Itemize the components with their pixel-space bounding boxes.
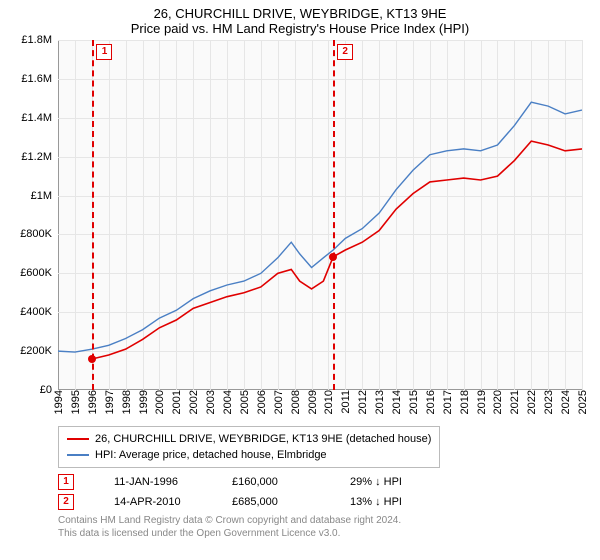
x-axis-tick: 2021: [507, 390, 521, 414]
transaction-marker-line: [92, 40, 94, 390]
x-axis-tick: 2015: [406, 390, 420, 414]
x-axis-tick: 2007: [271, 390, 285, 414]
y-axis-tick: £1.8M: [21, 34, 58, 46]
chart-plot-area: 12 £0£200K£400K£600K£800K£1M£1.2M£1.4M£1…: [58, 40, 582, 390]
line-series-svg: [58, 40, 582, 390]
transaction-marker-line: [333, 40, 335, 390]
legend-swatch: [67, 454, 89, 456]
x-axis-tick: 2010: [321, 390, 335, 414]
transaction-price: £160,000: [232, 476, 332, 488]
x-axis-tick: 2016: [423, 390, 437, 414]
x-axis-tick: 1999: [136, 390, 150, 414]
x-axis-tick: 2003: [203, 390, 217, 414]
x-axis-tick: 2011: [338, 390, 352, 414]
x-axis-tick: 1995: [68, 390, 82, 414]
legend-swatch: [67, 438, 89, 440]
transaction-delta: 29% ↓ HPI: [350, 476, 450, 488]
transaction-row: 1 11-JAN-1996 £160,000 29% ↓ HPI: [58, 474, 590, 490]
transaction-badge: 1: [58, 474, 74, 490]
x-axis-tick: 2025: [575, 390, 589, 414]
x-axis-tick: 2008: [288, 390, 302, 414]
x-axis-tick: 2000: [152, 390, 166, 414]
legend-item-price-paid: 26, CHURCHILL DRIVE, WEYBRIDGE, KT13 9HE…: [67, 431, 431, 447]
x-axis-tick: 2023: [541, 390, 555, 414]
x-axis-tick: 1997: [102, 390, 116, 414]
y-axis-tick: £1.4M: [21, 112, 58, 124]
x-axis-tick: 2002: [186, 390, 200, 414]
y-axis-tick: £1.6M: [21, 73, 58, 85]
transaction-dot: [88, 355, 96, 363]
x-axis-tick: 2001: [169, 390, 183, 414]
y-axis-tick: £1M: [31, 190, 58, 202]
x-axis-tick: 2022: [524, 390, 538, 414]
y-axis-tick: £600K: [20, 267, 58, 279]
x-axis-tick: 1994: [51, 390, 65, 414]
transaction-delta: 13% ↓ HPI: [350, 496, 450, 508]
footer-copyright: Contains HM Land Registry data © Crown c…: [58, 514, 590, 527]
transaction-row: 2 14-APR-2010 £685,000 13% ↓ HPI: [58, 494, 590, 510]
y-axis-tick: £200K: [20, 345, 58, 357]
transaction-marker-badge: 1: [96, 44, 112, 60]
legend-label: 26, CHURCHILL DRIVE, WEYBRIDGE, KT13 9HE…: [95, 431, 431, 447]
x-axis-tick: 2006: [254, 390, 268, 414]
x-axis-tick: 2024: [558, 390, 572, 414]
y-axis-tick: £1.2M: [21, 151, 58, 163]
legend: 26, CHURCHILL DRIVE, WEYBRIDGE, KT13 9HE…: [58, 426, 440, 468]
x-axis-tick: 2014: [389, 390, 403, 414]
x-axis-tick: 2012: [355, 390, 369, 414]
transaction-price: £685,000: [232, 496, 332, 508]
chart-title-address: 26, CHURCHILL DRIVE, WEYBRIDGE, KT13 9HE: [10, 6, 590, 21]
footer-licence: This data is licensed under the Open Gov…: [58, 527, 590, 540]
y-axis-tick: £400K: [20, 306, 58, 318]
y-axis-tick: £800K: [20, 228, 58, 240]
transaction-date: 14-APR-2010: [114, 496, 214, 508]
x-axis-tick: 1996: [85, 390, 99, 414]
transaction-badge: 2: [58, 494, 74, 510]
x-axis-tick: 2009: [305, 390, 319, 414]
transaction-marker-badge: 2: [337, 44, 353, 60]
x-axis-tick: 2013: [372, 390, 386, 414]
transaction-table: 1 11-JAN-1996 £160,000 29% ↓ HPI 2 14-AP…: [58, 474, 590, 510]
x-axis-tick: 2018: [457, 390, 471, 414]
x-axis-tick: 2020: [490, 390, 504, 414]
legend-item-hpi: HPI: Average price, detached house, Elmb…: [67, 447, 431, 463]
transaction-dot: [329, 253, 337, 261]
x-axis-tick: 1998: [119, 390, 133, 414]
transaction-date: 11-JAN-1996: [114, 476, 214, 488]
legend-label: HPI: Average price, detached house, Elmb…: [95, 447, 327, 463]
x-axis-tick: 2004: [220, 390, 234, 414]
x-axis-tick: 2017: [440, 390, 454, 414]
x-axis-tick: 2019: [474, 390, 488, 414]
x-axis-tick: 2005: [237, 390, 251, 414]
chart-title-subtitle: Price paid vs. HM Land Registry's House …: [10, 21, 590, 36]
